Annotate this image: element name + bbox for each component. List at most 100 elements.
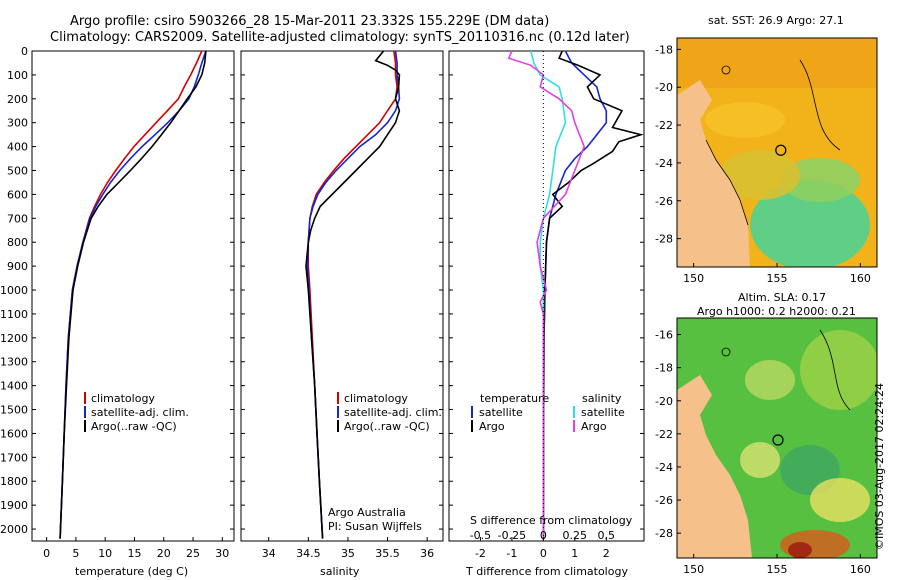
map-lat-label: -26 bbox=[655, 494, 673, 507]
depth-tick-label: 2000 bbox=[0, 523, 28, 536]
series-line-satellite-adj-clim- bbox=[306, 50, 401, 539]
depth-tick-label: 1100 bbox=[0, 308, 28, 321]
salinity-x-tick-label: 34 bbox=[262, 547, 276, 560]
sst-map-title: sat. SST: 26.9 Argo: 27.1 bbox=[708, 14, 844, 27]
map-lon-label: 150 bbox=[683, 563, 704, 576]
depth-tick-label: 1400 bbox=[0, 380, 28, 393]
series-line-s-satellite bbox=[530, 50, 567, 539]
depth-tick-label: 400 bbox=[7, 141, 28, 154]
temperature-series bbox=[59, 50, 207, 539]
temperature-plot-frame bbox=[31, 50, 235, 542]
depth-tick-label: 1600 bbox=[0, 427, 28, 440]
temperature-xlabel: temperature (deg C) bbox=[75, 565, 188, 578]
legend-label-climatology: climatology bbox=[91, 392, 155, 405]
map-lat-label: -28 bbox=[655, 527, 673, 540]
s-diff-x-tick-label: 0.5 bbox=[598, 529, 616, 542]
depth-tick-label: 100 bbox=[7, 69, 28, 82]
map-lat-label: -16 bbox=[655, 329, 673, 342]
argo-float-marker bbox=[775, 144, 787, 156]
depth-axis: 0 100 200 300 400 500 600 700 800 900 1000 1100 1200… bbox=[0, 45, 644, 536]
s-diff-x-tick-label: 0 bbox=[540, 529, 547, 542]
sst-map bbox=[676, 37, 878, 268]
salinity-legend: climatology satellite-adj. clim. Argo(..… bbox=[328, 392, 442, 533]
temperature-x-tick-label: 0 bbox=[43, 547, 50, 560]
temperature-x-tick-label: 10 bbox=[98, 547, 112, 560]
t-diff-x-tick-label: -1 bbox=[506, 547, 517, 560]
temperature-x-tick-label: 15 bbox=[127, 547, 141, 560]
sst-map-axes: -18 -20 -22 -24 -26 -28 150 155 160 bbox=[655, 43, 871, 285]
depth-tick-label: 700 bbox=[7, 212, 28, 225]
salinity-x-tick-label: 35 bbox=[341, 547, 355, 560]
depth-tick-label: 200 bbox=[7, 93, 28, 106]
salinity-plot-frame bbox=[240, 50, 444, 542]
series-line-s-argo bbox=[507, 50, 586, 539]
sla-map bbox=[676, 317, 878, 559]
legend-label-s-argo: Argo bbox=[581, 420, 607, 433]
legend-label-t-argo: Argo bbox=[479, 420, 505, 433]
map-lat-label: -24 bbox=[655, 461, 673, 474]
sla-map-axes: -16 -18 -20 -22 -24 -26 -28 150 155 160 bbox=[655, 329, 871, 576]
map-lon-label: 160 bbox=[850, 563, 871, 576]
series-line-climatology bbox=[307, 50, 398, 539]
sst-land bbox=[677, 38, 750, 267]
temperature-legend: climatology satellite-adj. clim. Argo(..… bbox=[84, 392, 189, 433]
salinity-x-tick-label: 35.5 bbox=[375, 547, 400, 560]
depth-tick-label: 0 bbox=[21, 45, 28, 58]
title-line1: Argo profile: csiro 5903266_28 15-Mar-20… bbox=[70, 14, 549, 29]
depth-tick-label: 300 bbox=[7, 117, 28, 130]
temperature-x-tick-label: 25 bbox=[186, 547, 200, 560]
map-lat-label: -26 bbox=[655, 195, 673, 208]
legend-label-argo: Argo(..raw -QC) bbox=[344, 420, 430, 433]
t-diff-x-tick-label: 2 bbox=[603, 547, 610, 560]
series-line-satellite-adj-clim- bbox=[59, 50, 207, 539]
legend-label-satellite: satellite-adj. clim. bbox=[344, 406, 442, 419]
map-lat-label: -22 bbox=[655, 428, 673, 441]
map-lat-label: -18 bbox=[655, 43, 673, 56]
pi-label: PI: Susan Wijffels bbox=[328, 520, 422, 533]
salinity-x-tick-label: 36 bbox=[420, 547, 434, 560]
map-lat-label: -28 bbox=[655, 233, 673, 246]
t-difference-xlabel: T difference from climatology bbox=[465, 565, 628, 578]
depth-tick-label: 600 bbox=[7, 188, 28, 201]
sla-map-title-1: Altim. SLA: 0.17 bbox=[738, 291, 826, 304]
sst-cool-patch bbox=[750, 180, 870, 267]
t-diff-x-tick-label: -2 bbox=[475, 547, 486, 560]
series-line-argo-raw-qc- bbox=[305, 50, 401, 539]
depth-tick-label: 1000 bbox=[0, 284, 28, 297]
depth-tick-label: 800 bbox=[7, 236, 28, 249]
salinity-x-tick-label: 34.5 bbox=[296, 547, 321, 560]
sla-map-title-2: Argo h1000: 0.2 h2000: 0.21 bbox=[697, 305, 856, 318]
difference-legend: temperature satellite Argo salinity sate… bbox=[471, 392, 625, 433]
legend-label-satellite: satellite-adj. clim. bbox=[91, 406, 189, 419]
argo-float-marker-sla bbox=[772, 434, 784, 446]
s-diff-x-tick-label: 0.25 bbox=[563, 529, 588, 542]
x-axis-ticks: 0 5 10 15 20 25 30 34 34.5 35 35.5 36 -2 -1 0 1 2 -0.5 -0.… bbox=[43, 529, 615, 560]
t-diff-x-tick-label: 0 bbox=[540, 547, 547, 560]
map-lat-label: -20 bbox=[655, 395, 673, 408]
map-lon-label: 150 bbox=[683, 272, 704, 285]
legend-title-temperature: temperature bbox=[480, 392, 549, 405]
copyright-label: ©IMOS 03-Aug-2017 02:24:24 bbox=[873, 383, 886, 550]
map-lat-label: -20 bbox=[655, 81, 673, 94]
salinity-series bbox=[305, 50, 401, 539]
s-diff-x-tick-label: -0.25 bbox=[498, 529, 526, 542]
difference-series bbox=[507, 50, 644, 541]
map-lat-label: -18 bbox=[655, 362, 673, 375]
map-lon-label: 155 bbox=[767, 563, 788, 576]
depth-tick-label: 1800 bbox=[0, 475, 28, 488]
s-diff-x-tick-label: -0.5 bbox=[470, 529, 491, 542]
depth-tick-label: 1200 bbox=[0, 332, 28, 345]
temperature-x-tick-label: 30 bbox=[215, 547, 229, 560]
depth-tick-label: 1500 bbox=[0, 404, 28, 417]
legend-label-climatology: climatology bbox=[344, 392, 408, 405]
legend-label-s-satellite: satellite bbox=[581, 406, 625, 419]
series-line-t-argo bbox=[542, 50, 644, 539]
legend-label-t-satellite: satellite bbox=[479, 406, 523, 419]
sla-land bbox=[677, 318, 752, 558]
legend-title-salinity: salinity bbox=[582, 392, 622, 405]
depth-tick-label: 500 bbox=[7, 165, 28, 178]
map-lon-label: 160 bbox=[850, 272, 871, 285]
temperature-x-tick-label: 20 bbox=[157, 547, 171, 560]
title-line2: Climatology: CARS2009. Satellite-adjuste… bbox=[50, 30, 630, 45]
